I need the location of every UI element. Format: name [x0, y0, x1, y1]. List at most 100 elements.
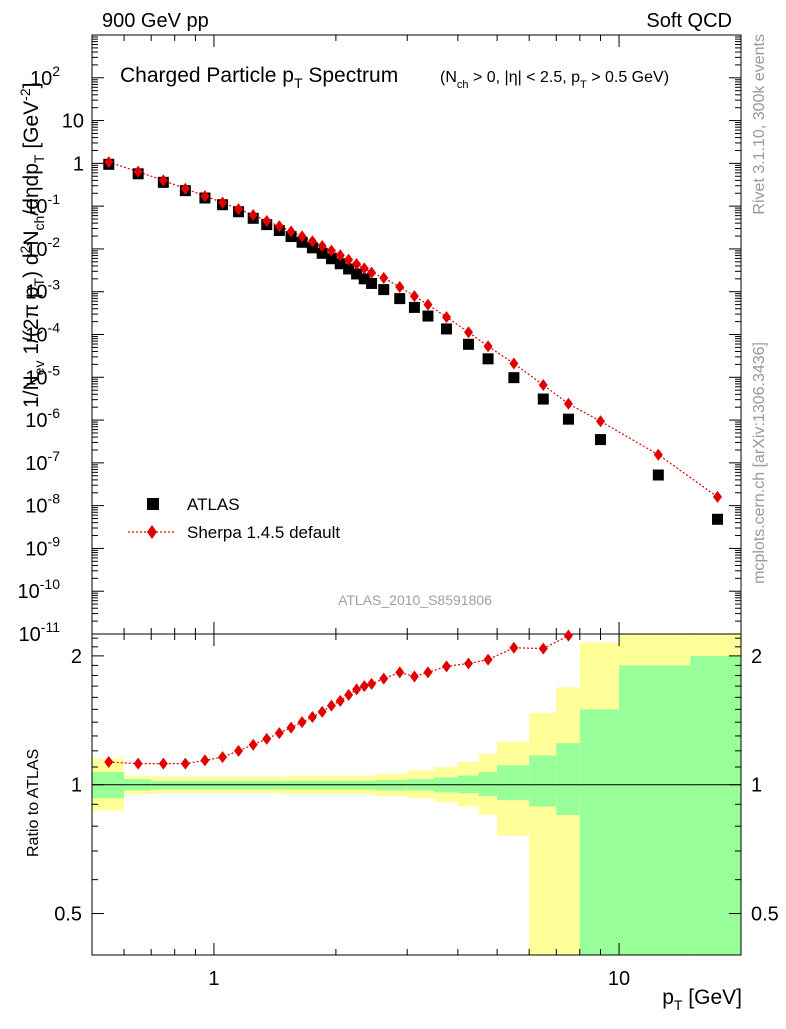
atlas-point: [652, 469, 664, 481]
ratio-point: [200, 754, 210, 767]
sherpa-point: [359, 262, 369, 275]
ratio-uncertainty-bands: [92, 634, 741, 955]
x-axis-label: pT [GeV]: [662, 986, 742, 1013]
ratio-point: [262, 732, 272, 745]
ratio-point: [538, 642, 548, 655]
main-plot-marks: [103, 156, 724, 525]
sherpa-point: [352, 258, 362, 271]
sherpa-point: [538, 379, 548, 392]
y-tick-label: 10-1: [25, 191, 60, 218]
y-tick-label: 10-11: [19, 619, 61, 646]
ratio-point: [423, 666, 433, 679]
sherpa-point: [326, 244, 336, 257]
y-tick-label: 10: [62, 111, 84, 133]
ratio-y-tick-label-right: 0.5: [751, 904, 779, 926]
sherpa-point: [158, 174, 168, 187]
y-tick-label: 10-7: [25, 448, 60, 475]
ratio-band-inner: [690, 655, 741, 955]
sherpa-point: [248, 209, 258, 222]
sherpa-point: [104, 156, 114, 169]
ratio-y-axis-label: Ratio to ATLAS: [25, 749, 42, 857]
atlas-point: [358, 273, 370, 285]
ratio-point: [509, 641, 519, 654]
y-tick-label: 10-2: [25, 234, 60, 261]
atlas-point: [351, 268, 363, 280]
analysis-id: ATLAS_2010_S8591806: [338, 592, 492, 608]
atlas-point: [508, 372, 520, 384]
sherpa-point: [563, 397, 573, 410]
atlas-point: [334, 258, 346, 270]
atlas-point: [378, 284, 390, 296]
ratio-band-inner: [285, 781, 376, 790]
ratio-point: [464, 657, 474, 670]
sherpa-point: [423, 298, 433, 311]
ratio-band-inner: [579, 709, 620, 955]
ratio-y-tick-label-right: 2: [751, 646, 762, 668]
header-left: 900 GeV pp: [102, 10, 209, 32]
atlas-point: [325, 253, 337, 265]
rivet-label: Rivet 3.1.10, 300k events: [751, 34, 768, 215]
sherpa-point: [596, 415, 606, 428]
atlas-point: [440, 323, 452, 335]
sherpa-point: [713, 490, 723, 503]
main-plot-frame: [91, 34, 742, 635]
sherpa-point: [200, 190, 210, 203]
sherpa-point: [133, 165, 143, 178]
sherpa-point: [379, 271, 389, 284]
ratio-band-inner: [619, 665, 691, 955]
y-tick-label: 10-6: [25, 405, 60, 432]
sherpa-line: [108, 161, 718, 498]
ratio-point: [297, 716, 307, 729]
ratio-plot-marks: [104, 629, 573, 770]
atlas-point: [712, 513, 724, 525]
ratio-y-tick-label: 2: [71, 646, 82, 668]
ratio-point: [274, 727, 284, 740]
ratio-point: [180, 757, 190, 770]
ratio-y-tick-label: 0.5: [54, 904, 82, 926]
legend: ATLAS Sherpa 1.4.5 default: [128, 495, 340, 542]
main-plot-axes: 10-1110-1010-910-810-710-610-510-410-310…: [18, 34, 742, 646]
legend-atlas-label: ATLAS: [187, 495, 240, 514]
y-tick-label: 10-4: [25, 320, 60, 347]
sherpa-point: [441, 311, 451, 324]
y-tick-label: 10-5: [25, 362, 60, 389]
sherpa-point: [509, 357, 519, 370]
atlas-point: [537, 393, 549, 405]
atlas-point: [482, 353, 494, 365]
sherpa-point: [286, 225, 296, 238]
sherpa-point: [335, 249, 345, 262]
plot-cuts: (Nch > 0, |η| < 2.5, pT > 0.5 GeV): [440, 69, 669, 91]
atlas-point: [343, 263, 355, 275]
ratio-point: [234, 744, 244, 757]
ratio-point: [379, 672, 389, 685]
sherpa-point: [307, 235, 317, 248]
sherpa-point: [464, 326, 474, 339]
y-tick-label: 10-3: [25, 277, 60, 304]
legend-sherpa-marker: [147, 525, 157, 539]
y-tick-label: 1: [73, 153, 84, 175]
sherpa-point: [344, 253, 354, 266]
atlas-point: [394, 293, 406, 305]
ratio-plot-frame: [91, 633, 742, 956]
y-tick-label: 10-9: [25, 533, 60, 560]
ratio-plot-axes: 1 10 0.5 0.5 1 1 2 2: [54, 633, 779, 990]
atlas-point: [422, 310, 434, 322]
ratio-y-tick-label: 1: [71, 775, 82, 797]
legend-atlas-marker: [147, 498, 159, 510]
sherpa-point: [234, 203, 244, 216]
mcplots-label: mcplots.cern.ch [arXiv:1306.3436]: [751, 342, 768, 584]
ratio-band-inner: [151, 781, 286, 790]
ratio-point: [104, 755, 114, 768]
ratio-band-inner: [478, 772, 498, 797]
ratio-band-inner: [375, 780, 408, 791]
sherpa-point: [262, 214, 272, 227]
ratio-point: [158, 757, 168, 770]
ratio-point: [218, 751, 228, 764]
y-axis-label: 1/Nev 1/(2π pT) d2Nch/dηdpT [GeV-2]: [17, 83, 47, 408]
ratio-point: [248, 738, 258, 751]
atlas-point: [316, 247, 328, 259]
ratio-point: [352, 683, 362, 696]
ratio-point: [344, 689, 354, 702]
ratio-point: [367, 677, 377, 690]
